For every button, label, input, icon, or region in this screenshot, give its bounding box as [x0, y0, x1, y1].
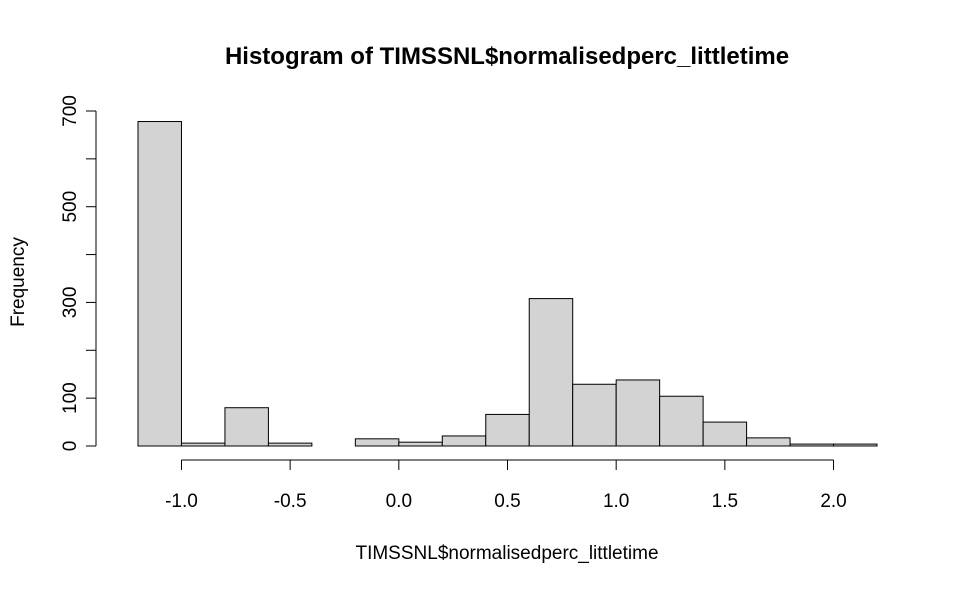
histogram-bar-0: [137, 121, 182, 447]
y-tick-label: 500: [60, 191, 81, 223]
histogram-bar-7: [441, 435, 487, 447]
histogram-bar-5: [354, 438, 400, 447]
histogram-bar-11: [615, 379, 661, 447]
y-tick-label: 0: [60, 441, 81, 452]
histogram-bar-6: [398, 441, 443, 447]
histogram-bar-15: [789, 443, 835, 447]
histogram-bar-16: [833, 443, 878, 447]
y-tick-label: 700: [60, 95, 81, 127]
x-tick-label: 0.0: [386, 491, 412, 512]
histogram-bar-13: [702, 421, 748, 447]
x-axis-label: TIMSSNL$normalisedperc_littletime: [355, 543, 658, 564]
histogram-bar-12: [659, 395, 704, 447]
histogram-bar-8: [485, 413, 530, 447]
y-tick-label: 100: [60, 382, 81, 414]
x-tick-label: 1.0: [603, 491, 629, 512]
x-tick-label: -0.5: [274, 491, 307, 512]
x-tick-label: 2.0: [820, 491, 846, 512]
x-tick-label: 0.5: [494, 491, 520, 512]
histogram-bar-2: [224, 407, 269, 447]
chart-title: Histogram of TIMSSNL$normalisedperc_litt…: [225, 43, 789, 70]
x-axis: -1.0 -0.5 0.0 0.5 1.0 1.5 2.0: [165, 459, 847, 512]
y-tick-label: 300: [60, 287, 81, 319]
histogram-bar-10: [572, 383, 617, 447]
x-tick-label: -1.0: [165, 491, 198, 512]
y-axis: 0 100 300 500 700: [60, 95, 97, 452]
histogram-bar-14: [746, 437, 791, 447]
y-axis-label: Frequency: [8, 237, 29, 327]
histogram-bar-1: [180, 442, 226, 447]
histogram-bar-9: [528, 298, 574, 447]
histogram-bar-3: [267, 442, 313, 447]
bars-group: [137, 121, 878, 447]
x-tick-label: 1.5: [712, 491, 738, 512]
